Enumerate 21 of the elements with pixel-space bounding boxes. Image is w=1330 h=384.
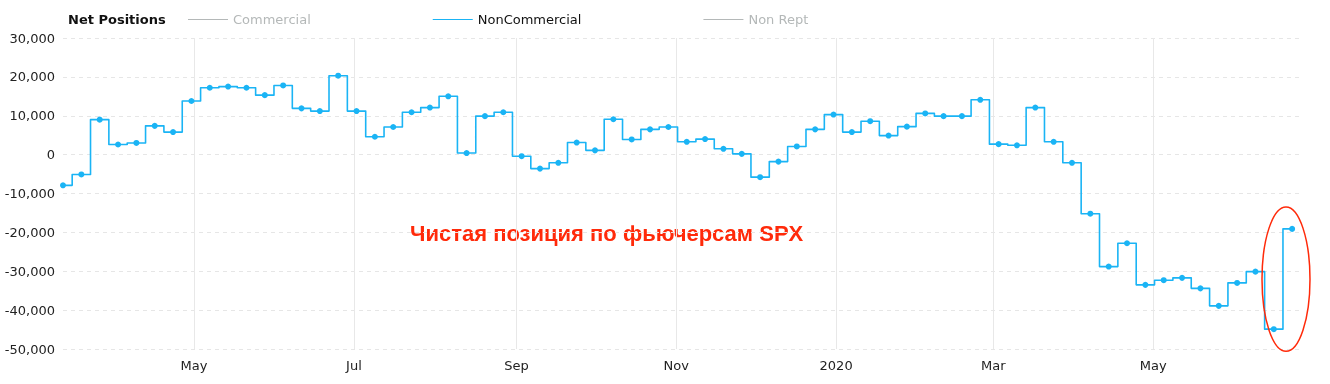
- x-tick-label: Jul: [345, 358, 362, 373]
- x-tick-label: 2020: [819, 358, 853, 373]
- y-tick-label: -10,000: [4, 186, 55, 201]
- annotation: Чистая позиция по фьючерсам SPX: [410, 220, 804, 246]
- x-tick-label: Sep: [504, 358, 529, 373]
- y-tick-label: 0: [46, 147, 55, 163]
- y-tick-label: -30,000: [4, 263, 55, 279]
- x-tick-label: Mar: [981, 358, 1007, 373]
- x-tick-label: Nov: [663, 358, 690, 373]
- legend-label: Non Rept: [748, 12, 809, 27]
- legend-label: NonCommercial: [477, 12, 582, 27]
- y-tick-label: -50,000: [4, 341, 55, 357]
- y-tick-label: -20,000: [4, 224, 55, 240]
- x-tick-label: May: [1139, 358, 1167, 373]
- legend-title: Net Positions: [68, 12, 166, 27]
- y-tick-label: -40,000: [4, 302, 55, 318]
- legend-label: Commercial: [233, 12, 311, 27]
- x-tick-label: May: [180, 358, 208, 373]
- y-tick-label: 20,000: [9, 69, 55, 85]
- y-tick-label: 30,000: [9, 30, 55, 46]
- y-tick-label: 10,000: [9, 108, 55, 124]
